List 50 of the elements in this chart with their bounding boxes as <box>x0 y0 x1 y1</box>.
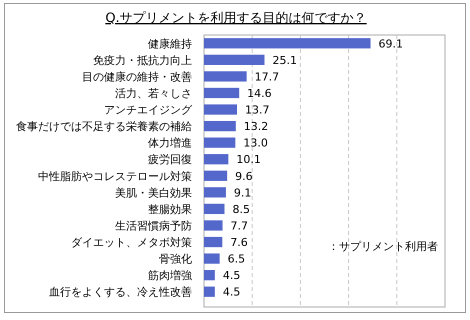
y-tick-label: 美肌・美白効果 <box>115 186 192 200</box>
bar <box>204 286 215 297</box>
y-tick-label: 体力増進 <box>148 136 192 150</box>
bar <box>204 220 223 231</box>
annotation: ：サプリメント利用者 <box>328 240 438 253</box>
y-tick-label: 整腸効果 <box>148 202 192 216</box>
bar <box>204 71 247 82</box>
data-label: 17.7 <box>254 70 280 84</box>
bar <box>204 138 236 148</box>
y-tick-label: ダイエット、メタボ対策 <box>71 236 192 250</box>
y-tick-label: 活力、若々しさ <box>115 86 192 100</box>
y-tick-label: 血行をよくする、冷え性改善 <box>49 286 192 299</box>
data-label: 13.0 <box>243 136 268 150</box>
data-label: 10.1 <box>236 153 261 166</box>
bar <box>204 38 371 48</box>
data-label: 6.5 <box>228 252 246 266</box>
data-label: 25.1 <box>272 54 297 67</box>
bar <box>204 236 222 248</box>
bar <box>204 88 240 98</box>
y-tick-label: 骨強化 <box>159 252 192 266</box>
data-label: 4.5 <box>222 286 240 299</box>
data-label: 13.7 <box>245 104 270 117</box>
y-tick-label: 生活習慣病予防 <box>115 219 192 232</box>
bar <box>204 120 236 132</box>
bar <box>204 270 215 280</box>
bar <box>204 204 224 214</box>
data-label: 7.6 <box>230 236 248 250</box>
y-tick-label: 免疫力・抵抗力向上 <box>93 54 192 67</box>
y-tick-label: 中性脂肪やコレステロール対策 <box>38 170 192 183</box>
y-tick-label: 筋肉増強 <box>148 269 192 282</box>
data-label: 4.5 <box>222 269 240 282</box>
bar <box>204 253 220 264</box>
data-label: 8.5 <box>232 202 250 216</box>
y-tick-label: 健康維持 <box>148 37 192 50</box>
bar <box>204 187 226 198</box>
bar <box>204 104 238 115</box>
data-label: 9.1 <box>234 186 252 200</box>
y-tick-label: 目の健康の維持・改善 <box>82 70 192 84</box>
bar <box>204 170 228 181</box>
bar <box>204 54 264 65</box>
y-tick-label: アンチエイジング <box>104 104 193 117</box>
data-label: 69.1 <box>378 37 404 50</box>
data-label: 14.6 <box>247 86 272 100</box>
data-label: 7.7 <box>230 219 248 232</box>
y-tick-label: 疲労回復 <box>148 153 192 166</box>
y-tick-label: 食事だけでは不足する栄養素の補給 <box>16 120 192 134</box>
data-label: 13.2 <box>244 120 268 134</box>
bar <box>204 154 228 164</box>
chart-title: Q.サプリメントを利用する目的は何ですか？ <box>105 11 367 26</box>
data-label: 9.6 <box>235 170 253 183</box>
